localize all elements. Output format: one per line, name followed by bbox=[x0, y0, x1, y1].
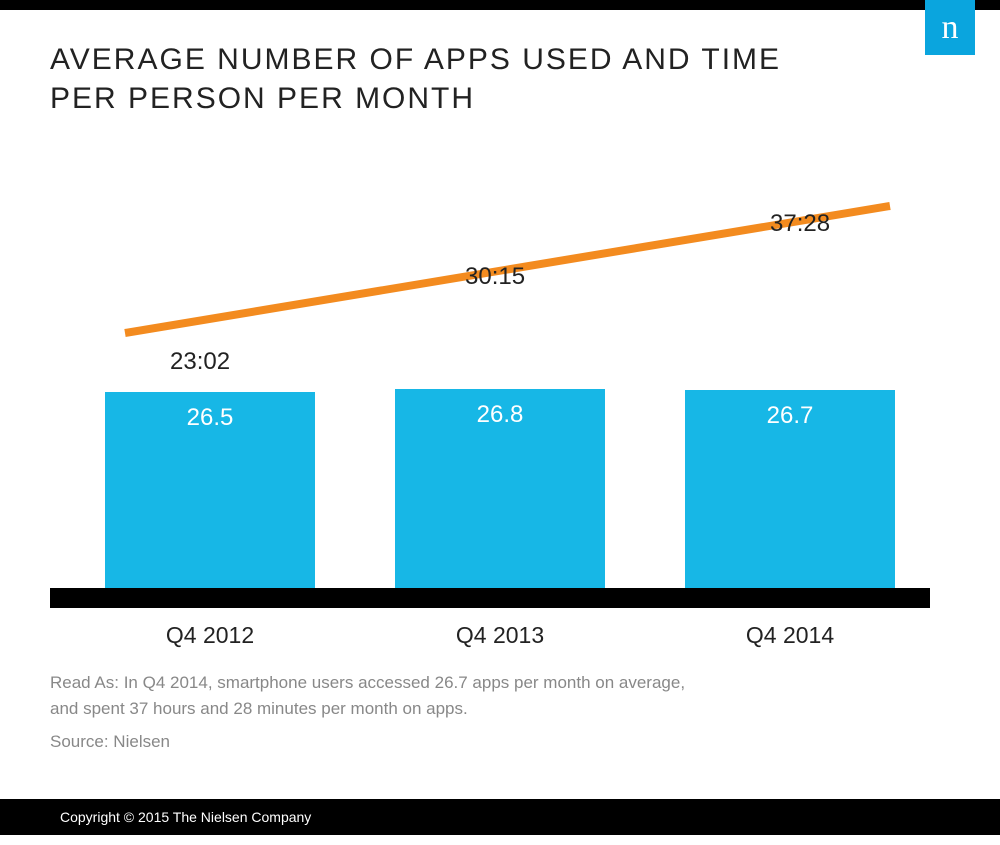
x-label-2: Q4 2014 bbox=[690, 622, 890, 649]
line-label-0: 23:02 bbox=[170, 348, 230, 376]
bar-value-2: 26.7 bbox=[767, 402, 814, 588]
chart-title: AVERAGE NUMBER OF APPS USED AND TIME PER… bbox=[50, 40, 830, 118]
bar-2: 26.7 bbox=[685, 390, 895, 588]
nielsen-logo: n bbox=[925, 0, 975, 55]
chart-area: 23:02 30:15 37:28 26.5 26.8 26.7 Q4 2012… bbox=[50, 158, 930, 608]
top-border bbox=[0, 0, 1000, 10]
footer-notes: Read As: In Q4 2014, smartphone users ac… bbox=[50, 670, 950, 755]
line-label-1: 30:15 bbox=[465, 263, 525, 291]
read-as-line2: and spent 37 hours and 28 minutes per mo… bbox=[50, 696, 950, 722]
read-as-line1: Read As: In Q4 2014, smartphone users ac… bbox=[50, 670, 950, 696]
bar-value-1: 26.8 bbox=[477, 401, 524, 588]
copyright-bar: Copyright © 2015 The Nielsen Company bbox=[0, 799, 1000, 835]
bar-1: 26.8 bbox=[395, 389, 605, 588]
nielsen-logo-glyph: n bbox=[942, 9, 959, 47]
x-label-0: Q4 2012 bbox=[110, 622, 310, 649]
bar-0: 26.5 bbox=[105, 392, 315, 588]
line-label-2: 37:28 bbox=[770, 210, 830, 238]
source-line: Source: Nielsen bbox=[50, 729, 950, 755]
copyright-text: Copyright © 2015 The Nielsen Company bbox=[60, 809, 311, 825]
bar-value-0: 26.5 bbox=[187, 404, 234, 588]
chart-baseline bbox=[50, 588, 930, 608]
x-label-1: Q4 2013 bbox=[400, 622, 600, 649]
